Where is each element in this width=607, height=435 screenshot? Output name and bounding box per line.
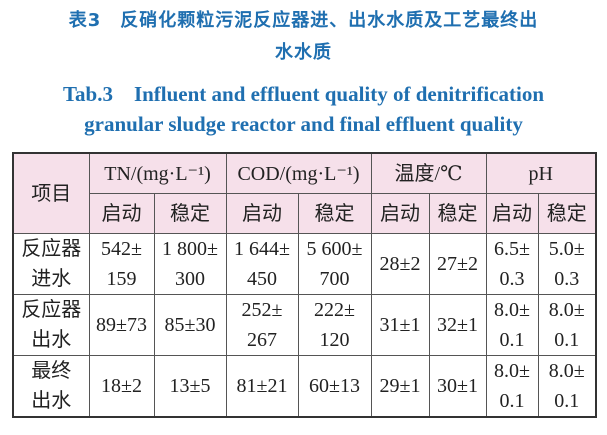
table-cell: 8.0± <box>537 355 597 386</box>
table-cell: 18±2 <box>88 355 155 418</box>
table-cell: 8.0± <box>537 294 597 325</box>
table-row: 反应器 出水 89±73 85±30 252± 222± 31±1 32±1 8.0± 8.0± <box>12 294 597 356</box>
row-label-line: 出水 <box>31 390 72 412</box>
table-cell: 0.1 <box>537 325 597 356</box>
row-label-line: 进水 <box>31 268 72 290</box>
caption-en-line2: granular sludge reactor and final efflue… <box>84 112 523 136</box>
table-cell: 120 <box>297 325 372 356</box>
table-cell: 1 644± <box>225 233 299 264</box>
sub-header: 启动 <box>485 193 539 234</box>
group-header: COD/(mg·L⁻¹) <box>225 152 372 194</box>
table-cell: 30±1 <box>428 355 487 418</box>
sub-header: 稳定 <box>153 193 227 234</box>
table-cell: 252± <box>225 294 299 325</box>
row-label-line: 反应器 <box>21 299 82 321</box>
table-cell: 31±1 <box>370 294 430 356</box>
data-table: 项目 TN/(mg·L⁻¹) COD/(mg·L⁻¹) 温度/℃ pH 启动 稳定 启动 稳定启… <box>12 152 597 418</box>
table-cell: 700 <box>297 264 372 295</box>
table-cell: 85±30 <box>153 294 227 356</box>
table-cell: 32±1 <box>428 294 487 356</box>
table-cell: 27±2 <box>428 233 487 295</box>
table-cell: 267 <box>225 325 299 356</box>
item-header: 项目 <box>12 152 90 234</box>
table-cell: 5 600± <box>297 233 372 264</box>
table-cell: 0.1 <box>537 386 597 418</box>
group-header: TN/(mg·L⁻¹) <box>88 152 227 194</box>
table-cell: 8.0± <box>485 355 539 386</box>
table-cell: 13±5 <box>153 355 227 418</box>
table-cell: 1 800± <box>153 233 227 264</box>
table-row: 反应器 进水 542± 1 800± 1 644± 5 600± 28±2 27±2 6.5± 5… <box>12 233 597 295</box>
sub-header: 稳定 <box>537 193 597 234</box>
table-cell: 0.3 <box>485 264 539 295</box>
table-cell: 89±73 <box>88 294 155 356</box>
table-cell: 159 <box>88 264 155 295</box>
table-cell: 29±1 <box>370 355 430 418</box>
table-cell: 28±2 <box>370 233 430 295</box>
sub-header: 稳定 <box>428 193 487 234</box>
sub-header: 启动 <box>88 193 155 234</box>
row-label-line: 最终 <box>31 360 72 382</box>
row-label-line: 出水 <box>31 329 72 351</box>
group-header: pH <box>485 152 597 194</box>
table-cell: 542± <box>88 233 155 264</box>
sub-header: 启动 <box>370 193 430 234</box>
table-cell: 222± <box>297 294 372 325</box>
row-label: 最终 出水 <box>12 355 90 418</box>
row-label-line: 反应器 <box>21 238 82 260</box>
table-cell: 6.5± <box>485 233 539 264</box>
row-label: 反应器 进水 <box>12 233 90 295</box>
caption-en-line1: Tab.3 Influent and effluent quality of d… <box>62 82 545 106</box>
caption-cn-line2: 水水质 <box>275 42 332 63</box>
table-cell: 0.1 <box>485 386 539 418</box>
table-cell: 0.1 <box>485 325 539 356</box>
row-label: 反应器 出水 <box>12 294 90 356</box>
table-cell: 8.0± <box>485 294 539 325</box>
table-cell: 81±21 <box>225 355 299 418</box>
table-cell: 60±13 <box>297 355 372 418</box>
table-cell: 450 <box>225 264 299 295</box>
table-cell: 0.3 <box>537 264 597 295</box>
sub-header: 稳定 <box>297 193 372 234</box>
caption-cn-line1: 表3 反硝化颗粒污泥反应器进、出水水质及工艺最终出 <box>68 10 539 31</box>
sub-header: 启动 <box>225 193 299 234</box>
table-cell: 300 <box>153 264 227 295</box>
table-cell: 5.0± <box>537 233 597 264</box>
group-header: 温度/℃ <box>370 152 487 194</box>
table-row: 最终 出水 18±2 13±5 81±21 60±13 29±1 30±1 8.0± 8.0± <box>12 355 597 418</box>
